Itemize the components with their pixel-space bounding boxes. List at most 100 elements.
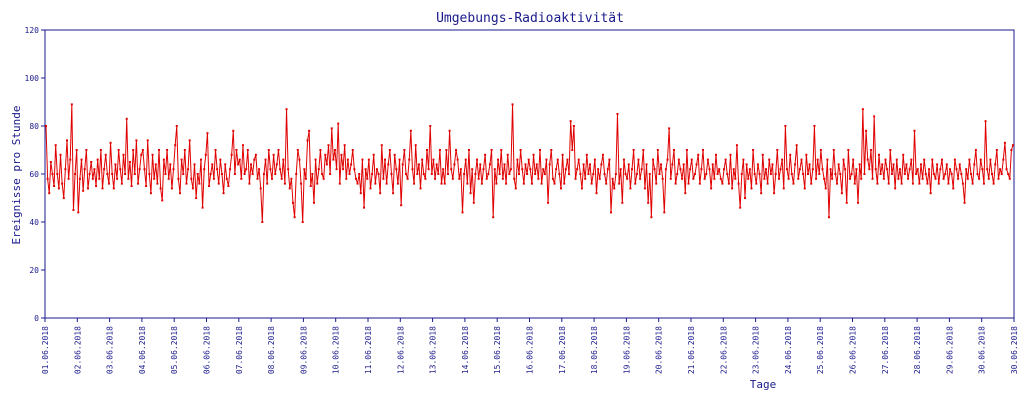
data-point — [351, 149, 354, 151]
data-point — [727, 182, 730, 185]
data-point — [845, 201, 848, 204]
x-tick-label: 30.06.2018 — [978, 326, 987, 374]
data-point — [429, 125, 432, 127]
data-point — [961, 182, 964, 185]
data-point — [542, 168, 545, 171]
data-point — [913, 129, 916, 132]
x-tick-label: 27.06.2018 — [881, 326, 890, 374]
data-point — [256, 177, 259, 180]
data-point — [771, 163, 774, 166]
data-point — [714, 153, 717, 156]
data-point — [655, 182, 658, 185]
data-point — [477, 177, 480, 180]
data-point — [325, 163, 328, 166]
data-point — [805, 153, 808, 156]
data-point — [1010, 149, 1013, 151]
data-point — [369, 187, 372, 190]
data-point — [198, 182, 201, 185]
data-point — [345, 177, 348, 180]
data-point — [214, 149, 217, 151]
x-tick-label: 09.06.2018 — [299, 326, 308, 374]
data-point — [710, 187, 713, 190]
data-point — [304, 177, 307, 180]
data-point — [597, 168, 600, 171]
data-point — [585, 153, 588, 156]
data-point — [154, 163, 157, 166]
data-point — [648, 173, 651, 175]
x-tick-label: 20.06.2018 — [655, 326, 664, 374]
data-point — [119, 168, 122, 171]
data-point — [132, 149, 135, 151]
data-point — [133, 173, 136, 175]
data-point — [937, 182, 940, 185]
data-point — [296, 149, 299, 151]
data-point — [367, 158, 370, 161]
data-point — [776, 149, 779, 151]
data-point — [610, 211, 613, 214]
data-point — [929, 192, 932, 195]
data-point — [46, 177, 49, 180]
data-point — [587, 173, 590, 175]
data-point — [1008, 177, 1011, 180]
data-point — [773, 192, 776, 195]
data-point — [479, 163, 482, 166]
data-point — [965, 168, 968, 171]
data-point — [393, 153, 396, 156]
data-point — [832, 149, 835, 151]
y-tick-label: 40 — [29, 218, 39, 227]
data-point — [824, 187, 827, 190]
data-point — [745, 163, 748, 166]
chart-title: Umgebungs-Radioaktivität — [436, 11, 624, 26]
x-tick-label: 16.06.2018 — [526, 326, 535, 374]
data-point — [480, 182, 483, 185]
x-tick-label: 26.06.2018 — [849, 326, 858, 374]
data-point — [295, 173, 298, 175]
data-point — [639, 177, 642, 180]
data-point — [437, 173, 440, 175]
data-point — [342, 168, 345, 171]
data-point — [839, 173, 842, 175]
data-point — [577, 158, 580, 161]
data-point — [522, 182, 525, 185]
data-point — [442, 168, 445, 171]
data-point — [574, 177, 577, 180]
data-point — [808, 163, 811, 166]
data-point — [869, 149, 872, 151]
data-point — [337, 122, 340, 125]
data-point — [653, 168, 656, 171]
data-point — [923, 158, 926, 161]
data-point — [1002, 158, 1005, 161]
data-point — [971, 182, 974, 185]
data-point — [718, 168, 721, 171]
data-point — [495, 182, 498, 185]
data-point — [485, 177, 488, 180]
data-point — [689, 168, 692, 171]
data-point — [421, 158, 424, 161]
data-point — [167, 177, 170, 180]
data-point — [668, 127, 671, 130]
data-point — [85, 149, 88, 151]
data-point — [264, 158, 267, 161]
data-point — [95, 185, 98, 187]
data-point — [601, 153, 604, 156]
data-point — [229, 168, 232, 171]
data-point — [987, 177, 990, 180]
data-point — [547, 201, 550, 204]
data-point — [405, 173, 407, 175]
data-point — [392, 192, 395, 195]
data-point — [829, 168, 832, 171]
data-point — [553, 182, 556, 185]
data-point — [823, 177, 826, 180]
data-point — [589, 163, 592, 166]
data-point — [237, 163, 240, 166]
data-point — [382, 177, 385, 180]
data-point — [719, 177, 722, 180]
data-point — [472, 201, 475, 204]
data-point — [206, 132, 209, 135]
data-point — [464, 158, 467, 161]
data-point — [995, 149, 998, 151]
data-point — [114, 163, 117, 166]
data-point — [600, 163, 603, 166]
data-point — [162, 158, 165, 161]
data-point — [204, 153, 207, 156]
